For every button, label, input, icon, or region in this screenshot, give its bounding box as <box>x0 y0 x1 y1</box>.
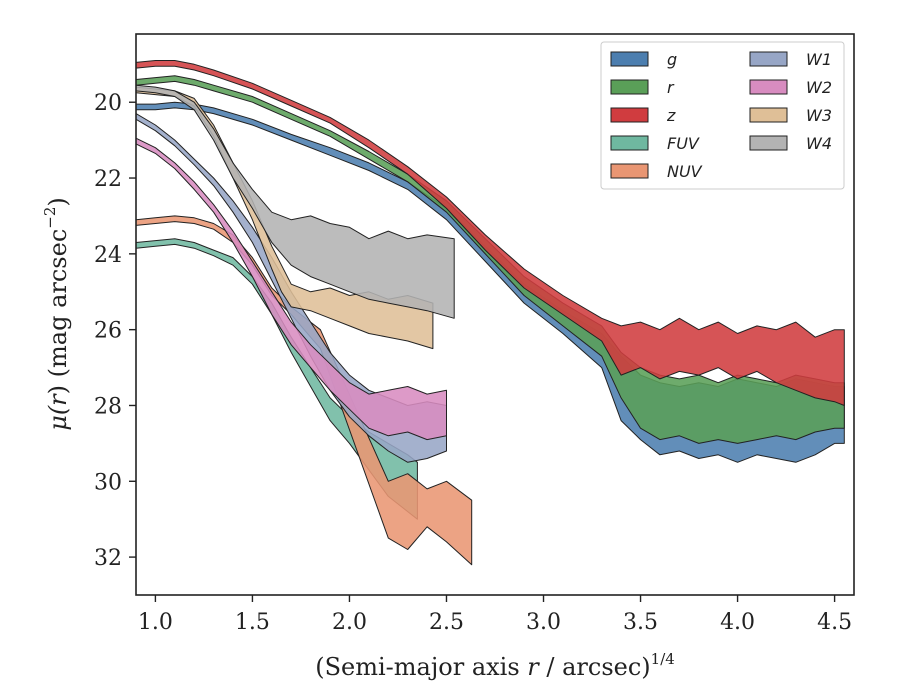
legend-swatch-w1 <box>749 51 788 67</box>
legend-box <box>600 41 845 190</box>
legend-label-fuv: FUV <box>667 134 700 153</box>
y-tick-label: 24 <box>94 243 122 268</box>
legend-label-z: z <box>666 106 676 125</box>
y-tick-label: 20 <box>94 91 122 116</box>
legend-label-g: g <box>667 50 677 69</box>
legend-label-w1: W1 <box>806 50 832 69</box>
legend-label-w3: W3 <box>806 106 832 125</box>
x-tick-label: 3.5 <box>623 610 658 635</box>
profile-bands <box>136 60 845 566</box>
x-tick-label: 1.5 <box>235 610 270 635</box>
legend-swatch-w3 <box>749 107 788 123</box>
band-w4 <box>136 84 455 319</box>
plot-area-frame <box>135 33 855 596</box>
legend-swatch-g <box>610 51 649 67</box>
y-axis-label: μ(r) (mag arcsec−2) <box>41 197 72 431</box>
x-tick-label: 4.5 <box>817 610 852 635</box>
y-tick-label: 22 <box>94 167 122 192</box>
legend-swatch-w2 <box>749 79 788 95</box>
x-tick-label: 2.5 <box>429 610 464 635</box>
legend-swatch-fuv <box>610 135 649 151</box>
x-tick-label: 4.0 <box>720 610 755 635</box>
y-tick-label: 30 <box>94 470 122 495</box>
band-w2 <box>136 137 447 441</box>
x-tick-label: 1.0 <box>138 610 173 635</box>
legend-label-nuv: NUV <box>667 162 703 181</box>
y-tick-label: 26 <box>94 319 122 344</box>
y-tick-label: 32 <box>94 546 122 571</box>
x-axis-label: (Semi-major axis r / arcsec)1/4 <box>315 650 675 681</box>
legend: grz FUV NUV W1 W2 W3 W4 <box>600 41 845 190</box>
legend-swatch-w4 <box>749 135 788 151</box>
x-axis: 1.0 1.5 2.0 2.5 3.0 3.5 4.0 4.5 <box>138 595 852 635</box>
legend-swatch-z <box>610 107 649 123</box>
x-tick-label: 2.0 <box>332 610 367 635</box>
band-z <box>136 60 845 406</box>
legend-label-r: r <box>667 78 675 97</box>
y-axis: 20 22 24 26 28 30 32 <box>94 91 136 571</box>
legend-label-w2: W2 <box>806 78 832 97</box>
legend-label-w4: W4 <box>806 134 832 153</box>
y-tick-label: 28 <box>94 394 122 419</box>
legend-swatch-r <box>610 79 649 95</box>
x-tick-label: 3.0 <box>526 610 561 635</box>
legend-swatch-nuv <box>610 163 649 179</box>
